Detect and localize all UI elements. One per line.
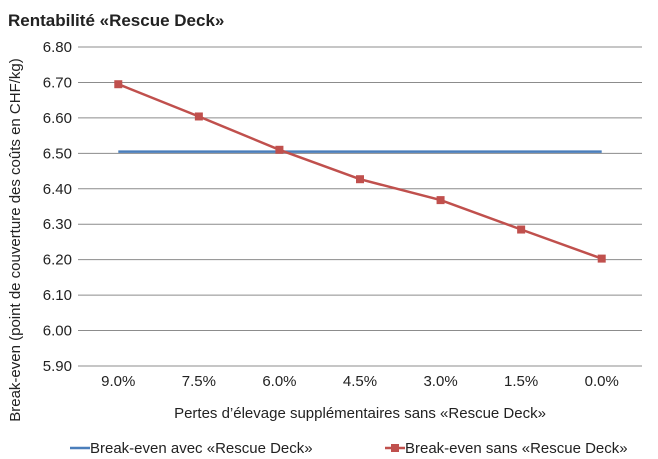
series-2-point xyxy=(597,254,606,263)
series-2-point xyxy=(436,196,445,205)
y-axis-label: Break-even (point de couverture des coût… xyxy=(7,58,24,422)
y-tick-label: 6.30 xyxy=(43,216,72,233)
y-tick-label: 6.50 xyxy=(43,145,72,162)
x-axis-label: Pertes d’élevage supplémentaires sans «R… xyxy=(174,405,546,422)
series-2-point xyxy=(114,80,123,89)
y-tick-label: 6.00 xyxy=(43,323,72,340)
y-tick-label: 6.10 xyxy=(43,287,72,304)
x-tick-label: 9.0% xyxy=(101,373,135,390)
legend-item-series-2: Break-even sans «Rescue Deck» xyxy=(385,440,628,457)
x-tick-label: 3.0% xyxy=(423,373,457,390)
x-axis-ticks: 9.0% 7.5% 6.0% 4.5% 3.0% 1.5% 0.0% xyxy=(101,373,619,390)
series-2-point xyxy=(517,225,526,234)
x-tick-label: 1.5% xyxy=(504,373,538,390)
gridlines xyxy=(78,46,642,367)
y-tick-label: 6.60 xyxy=(43,110,72,127)
x-tick-label: 7.5% xyxy=(182,373,216,390)
x-tick-label: 6.0% xyxy=(262,373,296,390)
y-tick-label: 6.20 xyxy=(43,252,72,269)
series-2-point xyxy=(275,145,284,154)
legend: Break-even avec «Rescue Deck» Break-even… xyxy=(70,440,628,457)
y-tick-label: 6.70 xyxy=(43,74,72,91)
x-tick-label: 0.0% xyxy=(585,373,619,390)
y-axis-ticks: 6.80 6.70 6.60 6.50 6.40 6.30 6.20 6.10 6.00 5.90 xyxy=(43,39,72,375)
legend-label-series-2: Break-even sans «Rescue Deck» xyxy=(405,440,628,457)
series-line-2 xyxy=(117,83,603,260)
legend-label-series-1: Break-even avec «Rescue Deck» xyxy=(90,440,313,457)
legend-marker-series-2 xyxy=(391,444,399,452)
y-tick-label: 6.40 xyxy=(43,181,72,198)
y-tick-label: 5.90 xyxy=(43,358,72,375)
series-2-point xyxy=(356,175,364,184)
series-lines xyxy=(114,80,606,263)
legend-item-series-1: Break-even avec «Rescue Deck» xyxy=(70,440,313,457)
series-2-point xyxy=(194,112,203,121)
chart-title: Rentabilité «Rescue Deck» xyxy=(8,11,224,30)
x-tick-label: 4.5% xyxy=(343,373,377,390)
y-tick-label: 6.80 xyxy=(43,39,72,56)
